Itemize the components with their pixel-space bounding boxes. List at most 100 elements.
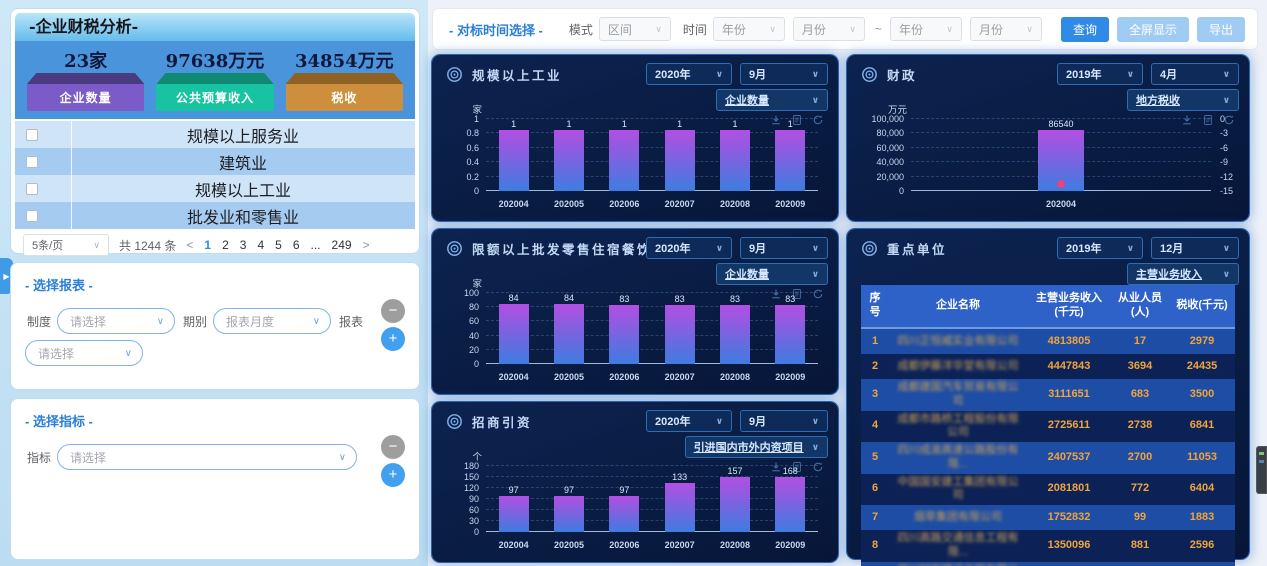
- download-icon[interactable]: [770, 460, 782, 472]
- query-button[interactable]: 查询: [1060, 16, 1109, 42]
- refresh-icon[interactable]: [812, 113, 824, 125]
- row-checkbox[interactable]: [26, 182, 38, 195]
- report-select[interactable]: 请选择 ∨: [25, 340, 143, 366]
- end-year-select[interactable]: 年份 ∨: [889, 17, 962, 41]
- table-row[interactable]: 6 中国国安建工集团有限公司 2081801 772 6404: [861, 473, 1235, 505]
- company-name-cell: 中国国安建工集团有限公司: [897, 475, 1019, 502]
- year-select[interactable]: 2020年 ∨: [646, 237, 732, 259]
- industry-row[interactable]: 规模以上服务业: [15, 121, 415, 148]
- bar-slot: 84: [486, 293, 541, 364]
- download-icon[interactable]: [770, 113, 782, 125]
- year-select[interactable]: 2019年 ∨: [1057, 63, 1143, 85]
- refresh-icon[interactable]: [812, 287, 824, 299]
- download-icon[interactable]: [770, 287, 782, 299]
- refresh-icon[interactable]: [812, 460, 824, 472]
- target-icon: [861, 240, 878, 257]
- refresh-icon[interactable]: [1223, 113, 1235, 125]
- table-row[interactable]: 1 四川正恒威实业有限公司 4813805 17 2979: [861, 329, 1235, 354]
- table-row[interactable]: 3 成都建国汽车贸易有限公司 3111651 683 3500: [861, 379, 1235, 411]
- month-select[interactable]: 4月 ∨: [1151, 63, 1239, 85]
- chevron-down-icon: ∨: [811, 415, 819, 426]
- start-month-select[interactable]: 月份 ∨: [792, 17, 865, 41]
- time-select-toolbar: - 对标时间选择 - 模式 区间 ∨ 时间 年份 ∨ 月份 ∨ ~ 年份 ∨ 月…: [432, 8, 1258, 50]
- value-cell: 1752832: [1047, 510, 1091, 523]
- select-value: 引进国内市外内资项目: [693, 442, 804, 454]
- month-select[interactable]: 12月 ∨: [1151, 237, 1239, 259]
- value-cell: 2: [871, 359, 879, 372]
- indicator-select[interactable]: 请选择 ∨: [57, 444, 358, 470]
- next-page-icon[interactable]: >: [362, 238, 370, 252]
- gridline: [486, 487, 818, 488]
- month-select[interactable]: 9月 ∨: [740, 63, 828, 85]
- panel-collapse-handle[interactable]: ▶: [0, 258, 13, 294]
- mode-select[interactable]: 区间 ∨: [598, 17, 671, 41]
- industry-row[interactable]: 建筑业: [15, 148, 415, 175]
- gridline: [486, 520, 818, 521]
- table-row[interactable]: 2 成都伊藤洋华堂有限公司 4447843 3694 24435: [861, 354, 1235, 379]
- start-year-select[interactable]: 年份 ∨: [712, 17, 785, 41]
- column-header: 企业名称: [936, 299, 980, 312]
- row-checkbox[interactable]: [26, 128, 38, 141]
- gridline: [486, 363, 818, 364]
- table-row[interactable]: 7 烟草集团有限公司 1752832 99 1883: [861, 505, 1235, 530]
- add-row-button[interactable]: +: [381, 327, 405, 351]
- period-select[interactable]: 报表月度 ∨: [213, 308, 332, 334]
- page-number[interactable]: 3: [239, 238, 247, 252]
- system-select[interactable]: 请选择 ∨: [57, 308, 176, 334]
- row-checkbox[interactable]: [26, 155, 38, 168]
- year-select[interactable]: 2019年 ∨: [1057, 237, 1143, 259]
- table-row[interactable]: 5 四川成渝高速公路股份有限... 2407537 2700 11053: [861, 442, 1235, 474]
- metric-select[interactable]: 引进国内市外内资项目 ∨: [684, 436, 828, 458]
- gridline: [486, 509, 818, 510]
- page-size-select[interactable]: 5条/页 ∨: [23, 234, 109, 256]
- export-file-icon[interactable]: [791, 460, 803, 472]
- year-select[interactable]: 2020年 ∨: [646, 63, 732, 85]
- export-file-icon[interactable]: [1202, 113, 1214, 125]
- x-axis-label: 202007: [664, 540, 695, 550]
- prev-page-icon[interactable]: <: [186, 238, 194, 252]
- export-file-icon[interactable]: [791, 113, 803, 125]
- mode-label: 模式: [568, 22, 593, 37]
- page-number[interactable]: 4: [257, 238, 265, 252]
- select-value: 9月: [749, 416, 767, 428]
- floating-edge-widget[interactable]: [1256, 446, 1267, 494]
- table-row[interactable]: 8 四川高路交通信息工程有限... 1350096 881 2596: [861, 530, 1235, 562]
- add-row-button[interactable]: +: [381, 463, 405, 487]
- month-select[interactable]: 9月 ∨: [740, 410, 828, 432]
- select-value: 请选择: [70, 450, 107, 465]
- page-number[interactable]: 249: [331, 238, 352, 252]
- page-number[interactable]: 6: [292, 238, 300, 252]
- end-month-select[interactable]: 月份 ∨: [969, 17, 1042, 41]
- export-button[interactable]: 导出: [1196, 16, 1245, 42]
- row-checkbox[interactable]: [26, 209, 38, 222]
- page-number[interactable]: 2: [222, 238, 229, 252]
- fullscreen-button[interactable]: 全屏显示: [1116, 16, 1189, 42]
- industry-row[interactable]: 规模以上工业: [15, 175, 415, 202]
- year-select[interactable]: 2020年 ∨: [646, 410, 732, 432]
- bar: [498, 496, 529, 532]
- gridline: [486, 175, 818, 177]
- x-axis-label: 202005: [553, 372, 585, 382]
- gridline: [486, 334, 818, 336]
- metric-select[interactable]: 主营业务收入 ∨: [1127, 263, 1239, 285]
- remove-row-button[interactable]: −: [381, 299, 405, 323]
- stat-budget-revenue: 97638万元 公共预算收入: [156, 47, 274, 111]
- bar-slot: 1: [597, 119, 652, 191]
- value-cell: 3500: [1189, 387, 1215, 400]
- month-select[interactable]: 9月 ∨: [740, 237, 828, 259]
- download-icon[interactable]: [1181, 113, 1193, 125]
- table-row[interactable]: 4 成都市路桥工程股份有限公司 2725611 2738 6841: [861, 410, 1235, 442]
- export-file-icon[interactable]: [791, 287, 803, 299]
- table-row[interactable]: 9四川时宇建设工程有限公司13028652483887: [861, 561, 1235, 566]
- page-number[interactable]: 1: [204, 238, 212, 252]
- metric-select[interactable]: 地方税收 ∨: [1127, 89, 1239, 111]
- remove-row-button[interactable]: −: [381, 435, 405, 459]
- chevron-down-icon: ∨: [715, 68, 723, 79]
- chevron-down-icon: ∨: [946, 23, 953, 34]
- metric-select[interactable]: 企业数量 ∨: [716, 263, 828, 285]
- metric-select[interactable]: 企业数量 ∨: [716, 89, 828, 111]
- select-value: 年份: [898, 22, 923, 37]
- value-cell: 1: [871, 334, 879, 347]
- industry-row[interactable]: 批发业和零售业: [15, 202, 415, 229]
- page-number[interactable]: 5: [275, 238, 282, 252]
